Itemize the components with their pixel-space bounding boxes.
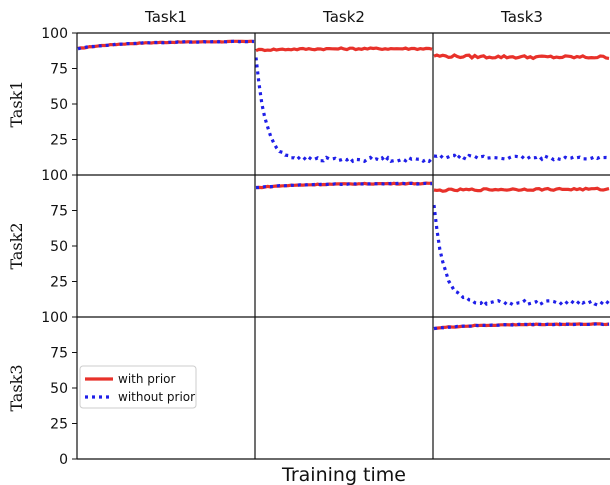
series-line-without-prior xyxy=(433,322,610,331)
series-line-without-prior xyxy=(77,39,255,51)
legend: with prior without prior xyxy=(79,365,197,409)
y-tick-label: 0 xyxy=(59,452,68,468)
series-line-with-prior xyxy=(433,53,610,61)
series-line-without-prior xyxy=(254,57,434,164)
y-tick-label: 75 xyxy=(50,346,68,362)
y-tick-label: 25 xyxy=(50,133,68,149)
series-line-with-prior xyxy=(255,46,433,53)
column-title: Task2 xyxy=(322,8,365,26)
y-tick-label: 25 xyxy=(50,417,68,433)
y-tick-label: 50 xyxy=(50,97,68,113)
series-line-without-prior xyxy=(256,181,433,190)
column-title: Task3 xyxy=(500,8,543,26)
y-tick-label: 50 xyxy=(50,239,68,255)
y-tick-label: 100 xyxy=(41,168,68,184)
y-tick-label: 75 xyxy=(50,204,68,220)
row-label: Task3 xyxy=(7,364,26,411)
x-axis-label: Training time xyxy=(281,464,406,485)
y-tick-label: 50 xyxy=(50,381,68,397)
legend-label: without prior xyxy=(118,390,195,404)
y-tick-label: 100 xyxy=(41,310,68,326)
y-tick-label: 100 xyxy=(41,26,68,42)
series-line-with-prior xyxy=(255,181,433,190)
axes-layer: Task1 Task2 Task3 Task1 Task2 Task3 25 50 75 100 2… xyxy=(7,8,610,468)
column-title: Task1 xyxy=(144,8,187,26)
series-line-with-prior xyxy=(77,39,255,50)
legend-label: with prior xyxy=(118,372,176,386)
row-label: Task1 xyxy=(7,80,26,127)
series-line-with-prior xyxy=(433,186,610,193)
y-tick-label: 25 xyxy=(50,275,68,291)
series-line-without-prior xyxy=(433,153,610,162)
panel-grid xyxy=(77,39,610,331)
row-label: Task2 xyxy=(7,222,26,269)
y-tick-label: 75 xyxy=(50,62,68,78)
series-line-without-prior xyxy=(432,204,610,307)
